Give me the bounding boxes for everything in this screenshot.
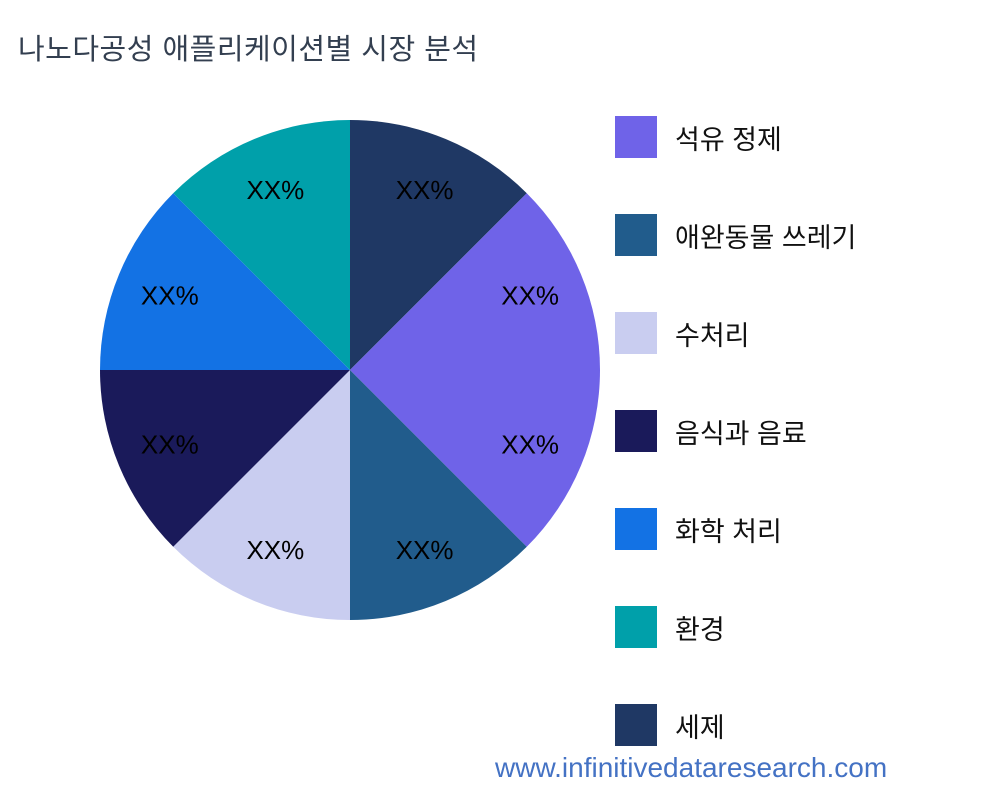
slice-value-label: XX% xyxy=(246,535,304,565)
legend-item: 화학 처리 xyxy=(615,508,856,550)
legend-item: 수처리 xyxy=(615,312,856,354)
legend-swatch xyxy=(615,704,657,746)
legend-item: 환경 xyxy=(615,606,856,648)
legend-swatch xyxy=(615,508,657,550)
slice-value-label: XX% xyxy=(396,535,454,565)
chart-title: 나노다공성 애플리케이션별 시장 분석 xyxy=(18,34,479,66)
legend-swatch xyxy=(615,410,657,452)
pie-slice xyxy=(350,193,600,547)
slice-value-label: XX% xyxy=(246,175,304,205)
website-link: www.infinitivedataresearch.com xyxy=(495,752,888,783)
pie-slice xyxy=(100,370,350,547)
legend-item: 음식과 음료 xyxy=(615,410,856,452)
pie-slice xyxy=(173,370,350,620)
slice-value-label: XX% xyxy=(141,430,199,460)
legend-label: 세제 xyxy=(675,712,725,743)
legend-swatch xyxy=(615,214,657,256)
legend-label: 석유 정제 xyxy=(675,124,782,155)
legend-label: 화학 처리 xyxy=(675,516,782,547)
legend-label: 환경 xyxy=(675,614,725,645)
pie-slice xyxy=(100,193,350,370)
pie-slice xyxy=(350,370,527,620)
legend-item: 석유 정제 xyxy=(615,116,856,158)
legend-swatch xyxy=(615,116,657,158)
legend-swatch xyxy=(615,606,657,648)
slice-value-label: XX% xyxy=(141,280,199,310)
slice-value-label: XX% xyxy=(396,175,454,205)
legend-label: 애완동물 쓰레기 xyxy=(675,222,857,253)
slice-value-label: XX% xyxy=(501,280,559,310)
legend-item: 세제 xyxy=(615,704,856,746)
legend-swatch xyxy=(615,312,657,354)
legend-label: 수처리 xyxy=(675,320,750,351)
legend-item: 애완동물 쓰레기 xyxy=(615,214,856,256)
pie-slice xyxy=(350,120,527,370)
legend-label: 음식과 음료 xyxy=(675,418,807,449)
pie-slice xyxy=(173,120,350,370)
slice-value-label: XX% xyxy=(501,430,559,460)
